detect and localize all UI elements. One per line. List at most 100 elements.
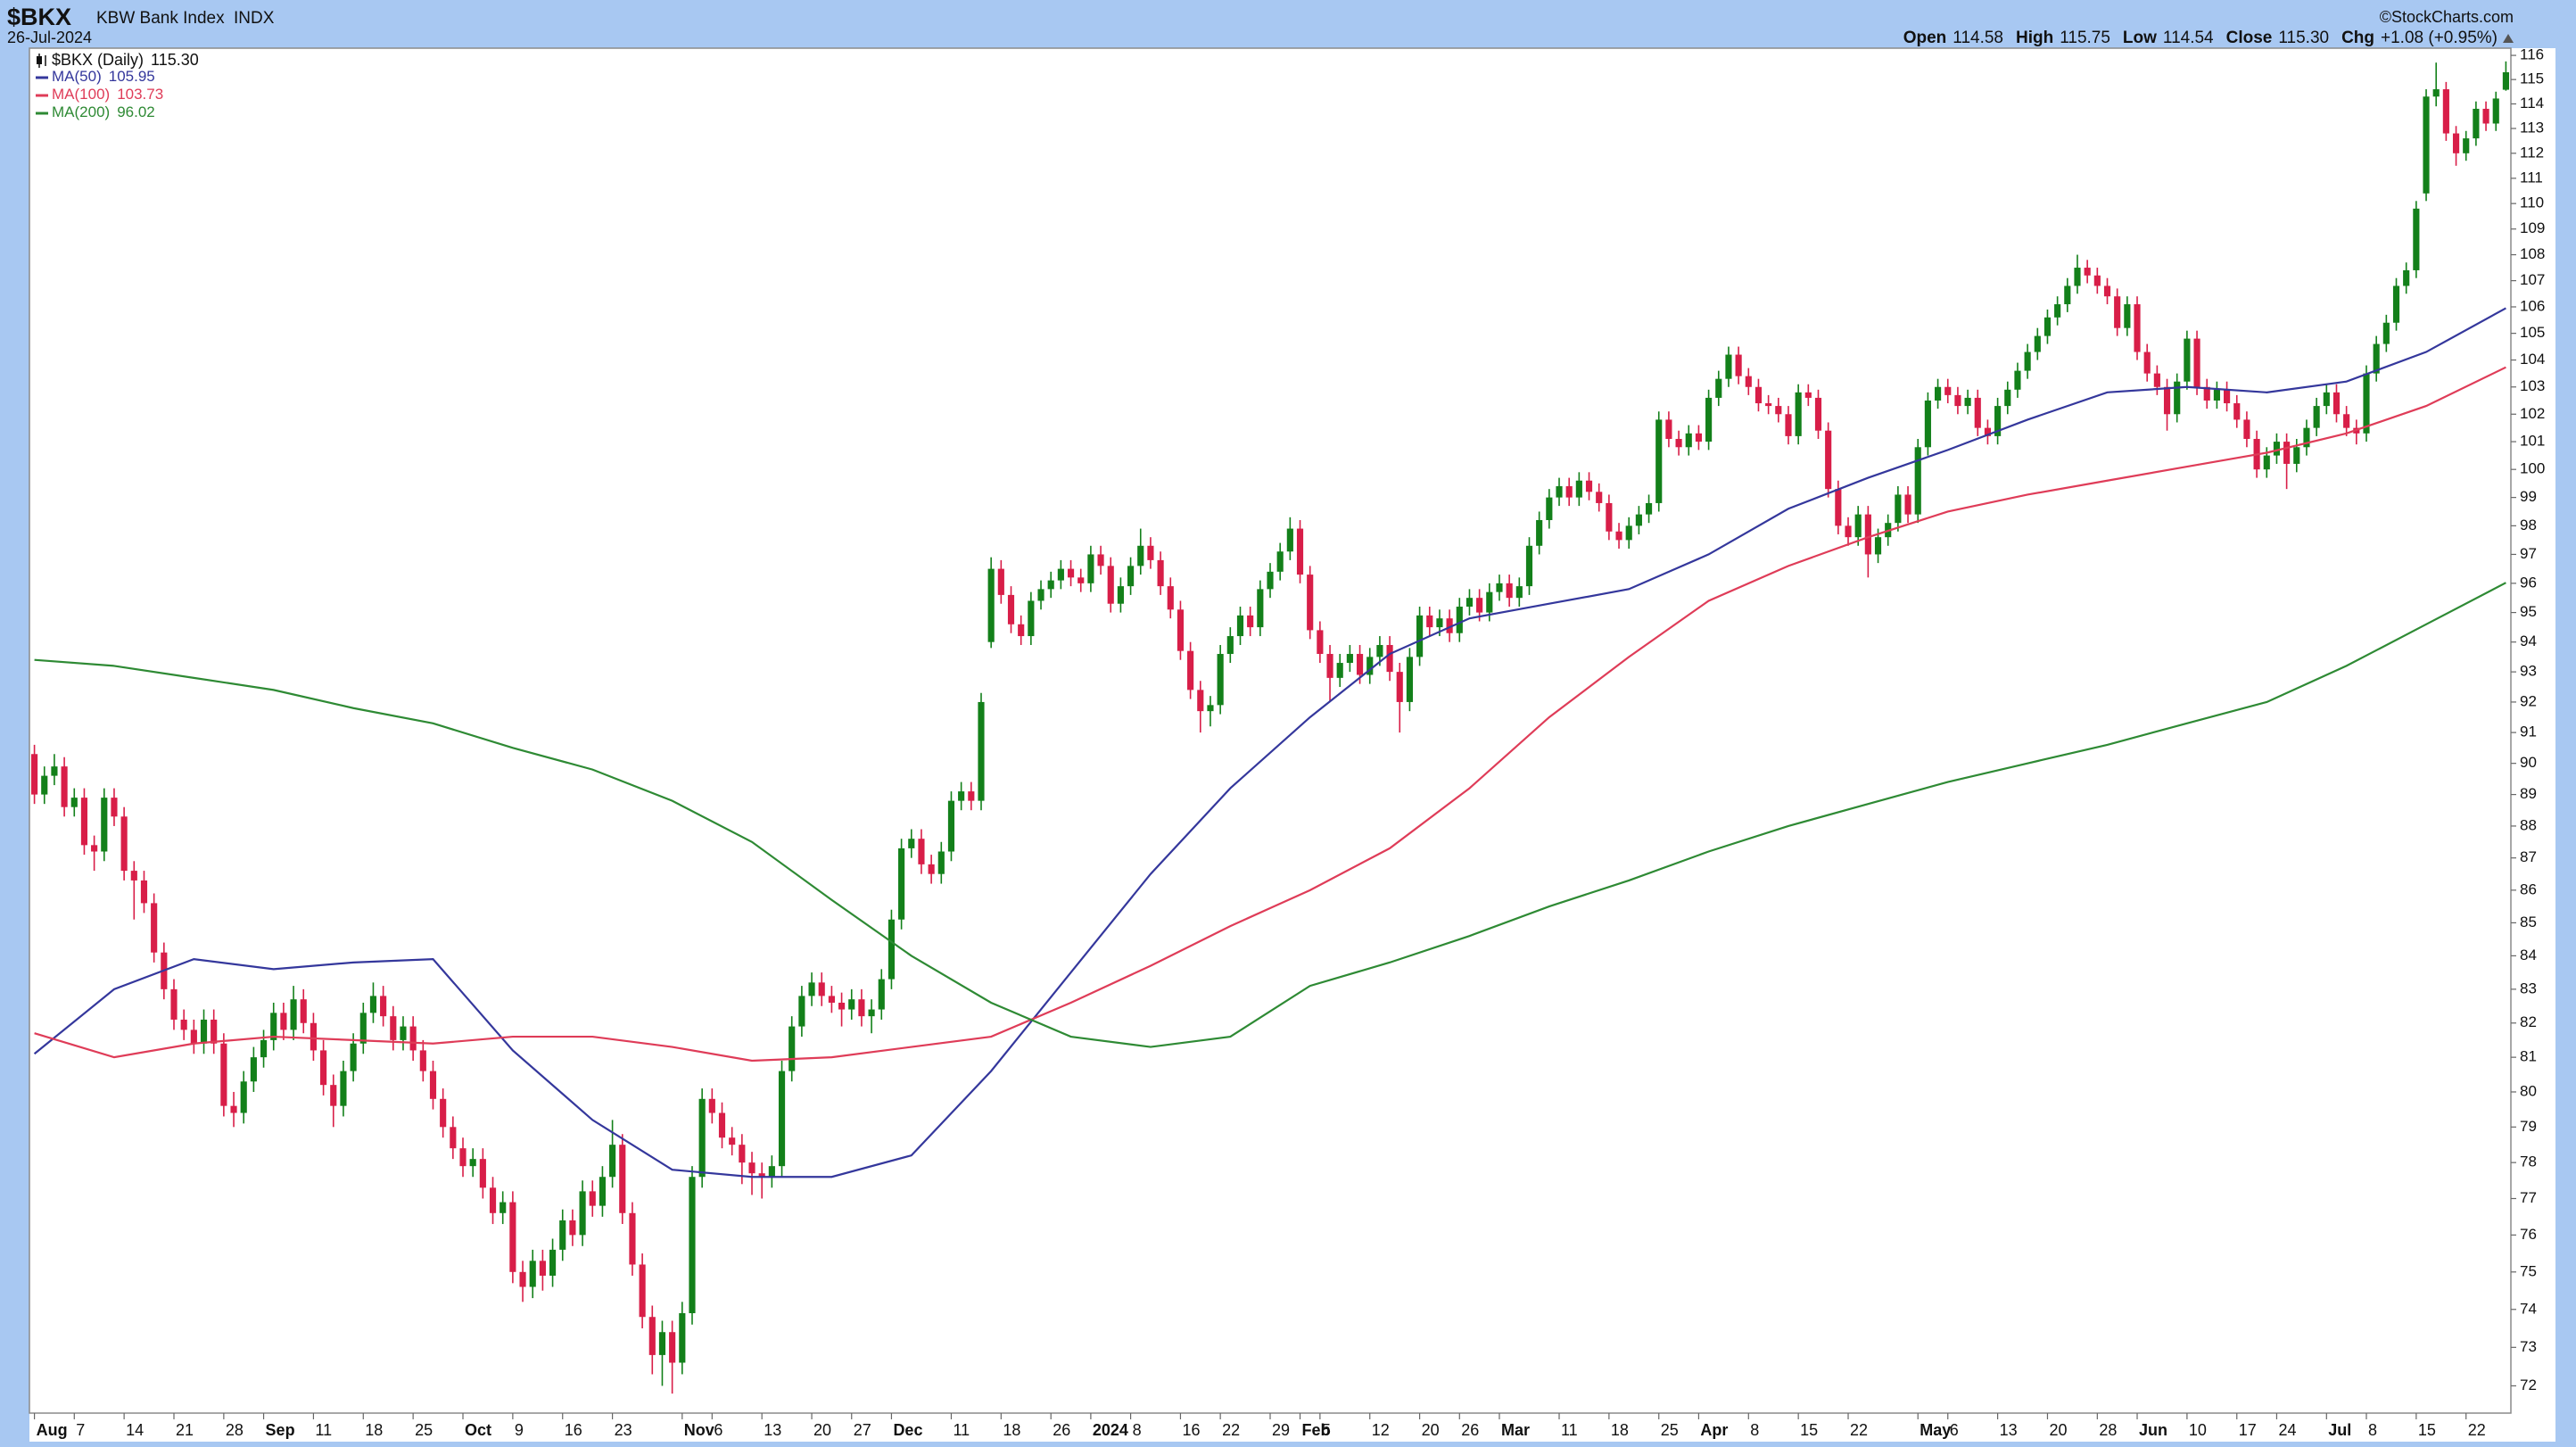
candle-body xyxy=(868,1009,875,1017)
candle-body xyxy=(2283,442,2291,464)
candle-body xyxy=(689,1177,696,1313)
candle-body xyxy=(778,1071,786,1167)
candle-body xyxy=(1456,607,1463,633)
candle-body xyxy=(2134,304,2141,352)
candle-body xyxy=(1835,489,1842,526)
x-tick-label: 8 xyxy=(2368,1421,2377,1439)
x-tick-label: 23 xyxy=(615,1421,632,1439)
candle-body xyxy=(658,1332,666,1355)
candle-body xyxy=(1356,654,1364,675)
candle-body xyxy=(240,1081,247,1113)
candle-body xyxy=(2382,322,2390,344)
candles xyxy=(31,61,2509,1394)
exchange: INDX xyxy=(234,9,275,28)
candle-body xyxy=(1536,519,1543,546)
candle-body xyxy=(1257,589,1264,628)
x-tick-label: 28 xyxy=(2099,1421,2117,1439)
candle-body xyxy=(1436,618,1443,628)
legend-label: MA(200) 96.02 xyxy=(52,103,155,120)
candle-body xyxy=(2084,268,2091,276)
candle-body xyxy=(1157,559,1164,587)
legend-value: 96.02 xyxy=(117,103,155,120)
candle-body xyxy=(648,1317,656,1355)
candle-body xyxy=(479,1159,486,1188)
candle-body xyxy=(1466,598,1474,608)
ohlc-value: 115.75 xyxy=(2060,29,2110,47)
candle-body xyxy=(1596,492,1603,503)
candle-body xyxy=(2432,89,2440,97)
candle-body xyxy=(888,919,896,980)
candle-body xyxy=(2363,373,2370,434)
candle-body xyxy=(2043,317,2052,336)
candle-body xyxy=(359,1013,367,1044)
candle-body xyxy=(639,1264,646,1318)
y-tick-label: 107 xyxy=(2520,271,2545,288)
ohlc-value: 114.54 xyxy=(2163,29,2214,47)
x-tick-label: 15 xyxy=(1800,1421,1818,1439)
legend-value: 105.95 xyxy=(109,68,155,85)
y-tick-label: 94 xyxy=(2520,633,2537,649)
x-tick-label: 28 xyxy=(226,1421,244,1439)
candle-body xyxy=(459,1148,466,1167)
candle-body xyxy=(1476,598,1483,613)
candle-body xyxy=(958,791,965,801)
candle-body xyxy=(947,800,955,852)
x-tick-label: 6 xyxy=(1950,1421,1959,1439)
candle-body xyxy=(1944,386,1952,395)
y-tick-label: 78 xyxy=(2520,1153,2537,1170)
candle-body xyxy=(1845,525,1852,538)
x-tick-label: 12 xyxy=(1372,1421,1390,1439)
candle-body xyxy=(1725,354,1732,379)
x-tick-label: 22 xyxy=(1850,1421,1868,1439)
x-tick-label: 21 xyxy=(176,1421,194,1439)
y-tick-label: 90 xyxy=(2520,754,2537,771)
y-tick-label: 104 xyxy=(2520,351,2545,368)
candle-body xyxy=(170,988,178,1020)
y-tick-label: 77 xyxy=(2520,1189,2537,1206)
candle-body xyxy=(1386,645,1393,673)
candle-body xyxy=(2074,268,2081,286)
x-tick-label: 11 xyxy=(1561,1421,1578,1439)
candle-body xyxy=(1296,528,1304,575)
candle-body xyxy=(2093,275,2101,286)
ohlc-label: Chg xyxy=(2341,29,2374,47)
candle-body xyxy=(2124,304,2131,328)
x-tick-label: 9 xyxy=(515,1421,524,1439)
y-tick-label: 73 xyxy=(2520,1338,2537,1355)
candle-body xyxy=(1665,419,1672,439)
candle-body xyxy=(2303,427,2310,448)
candle-body xyxy=(2492,98,2499,124)
candle-body xyxy=(1446,618,1453,633)
y-tick-label: 91 xyxy=(2520,724,2537,740)
candle-body xyxy=(698,1098,706,1178)
candle-body xyxy=(629,1212,636,1265)
candle-body xyxy=(1127,566,1135,587)
x-tick-label: Mar xyxy=(1501,1421,1530,1439)
x-tick-label: Jun xyxy=(2139,1421,2167,1439)
x-tick-label: Aug xyxy=(37,1421,68,1439)
candle-body xyxy=(1954,394,1961,407)
candle-body xyxy=(509,1202,516,1272)
y-tick-label: 87 xyxy=(2520,848,2537,865)
candle-body xyxy=(1814,397,1822,431)
candle-body xyxy=(320,1050,327,1086)
candle-body xyxy=(599,1177,607,1206)
candle-body xyxy=(2193,338,2200,387)
candle-body xyxy=(2463,138,2470,153)
candle-body xyxy=(2004,389,2011,407)
x-tick-label: 8 xyxy=(1133,1421,1142,1439)
x-tick-label: Jul xyxy=(2328,1421,2351,1439)
candle-body xyxy=(1625,525,1632,541)
candle-body xyxy=(748,1162,755,1174)
legend-label: MA(100) 103.73 xyxy=(52,86,163,103)
candle-body xyxy=(818,982,825,996)
y-tick-label: 114 xyxy=(2520,95,2544,112)
candle-body xyxy=(2143,351,2151,374)
candle-body xyxy=(330,1085,337,1106)
candle-body xyxy=(1346,654,1353,664)
candle-body xyxy=(1874,537,1882,555)
y-tick-label: 101 xyxy=(2520,433,2545,450)
y-tick-label: 85 xyxy=(2520,914,2537,930)
candle-body xyxy=(1396,672,1403,702)
x-tick-label: Feb xyxy=(1302,1421,1331,1439)
